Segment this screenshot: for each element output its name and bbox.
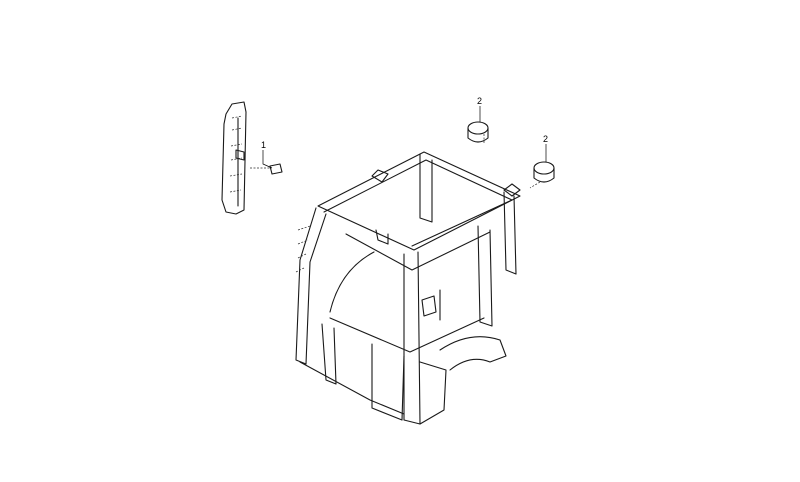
part-1-trim-panel bbox=[221, 101, 247, 215]
callout-label-2-right: 2 bbox=[543, 134, 548, 144]
callout-1: 1 bbox=[261, 140, 273, 169]
callout-2-right: 2 bbox=[543, 134, 548, 162]
part-2-cap-right bbox=[529, 161, 555, 189]
part-2-cap-upper bbox=[467, 121, 489, 144]
part-1-fastener bbox=[250, 163, 283, 175]
callout-2-upper: 2 bbox=[477, 96, 482, 122]
callout-label-1: 1 bbox=[261, 140, 266, 150]
callout-label-2-upper: 2 bbox=[477, 96, 482, 106]
cab-frame bbox=[295, 151, 521, 425]
